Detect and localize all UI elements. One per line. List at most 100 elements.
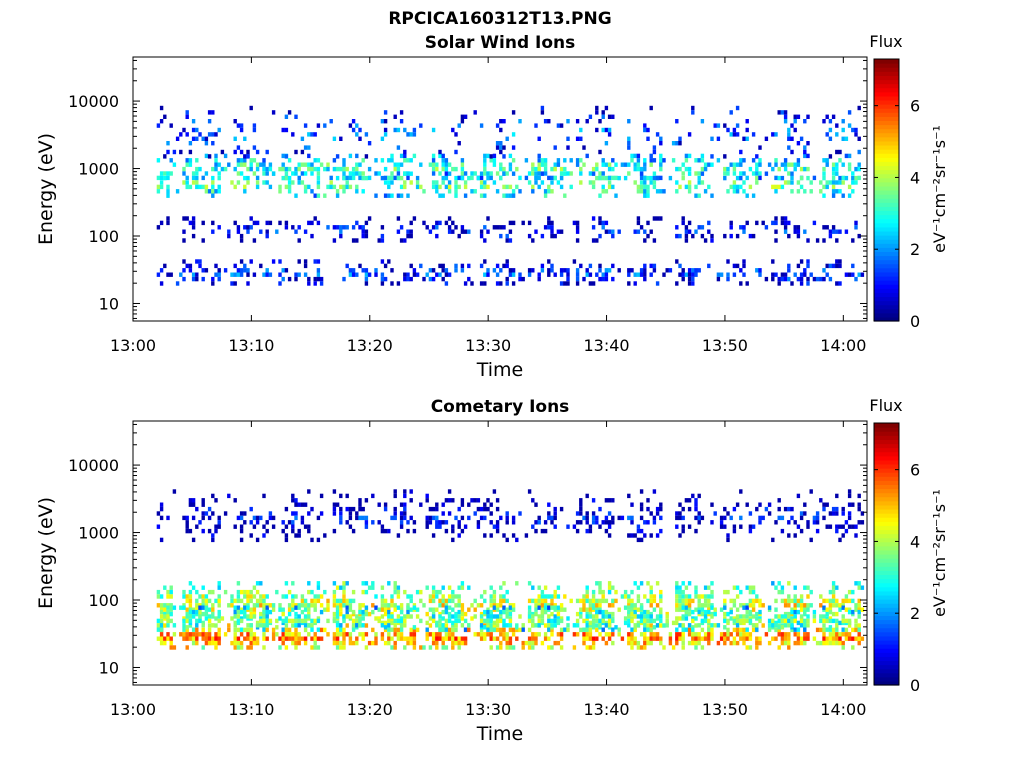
heatmap-cell [735, 627, 740, 633]
heatmap-cell [185, 263, 189, 269]
heatmap-cell [243, 189, 247, 194]
heatmap-cell [825, 180, 829, 185]
heatmap-cell [828, 607, 833, 612]
heatmap-cell [246, 268, 250, 273]
heatmap-cell [630, 627, 634, 632]
heatmap-cell [249, 594, 253, 599]
heatmap-cell [492, 594, 497, 599]
heatmap-cell [710, 136, 714, 141]
heatmap-cell [681, 627, 685, 632]
heatmap-cell [233, 614, 237, 619]
heatmap-cell [601, 225, 605, 230]
heatmap-cell [508, 603, 513, 608]
heatmap-cell [639, 614, 644, 619]
heatmap-cell [447, 598, 452, 604]
heatmap-cell [476, 520, 481, 525]
heatmap-cell [428, 515, 433, 521]
heatmap-cell [175, 189, 180, 194]
heatmap-cell [831, 162, 836, 167]
heatmap-cell [166, 614, 170, 619]
heatmap-cell [726, 537, 730, 543]
heatmap-cell [508, 618, 513, 624]
heatmap-cell [195, 524, 199, 529]
heatmap-cell [745, 136, 749, 141]
heatmap-cell [803, 632, 807, 637]
heatmap-cell [217, 598, 221, 604]
heatmap-cell [822, 605, 826, 610]
heatmap-cell [828, 618, 833, 624]
heatmap-cell [351, 589, 356, 595]
heatmap-cell [643, 193, 647, 198]
heatmap-cell [806, 632, 810, 637]
colorbar-step [874, 247, 899, 252]
heatmap-cell [697, 225, 701, 230]
heatmap-cell [841, 193, 845, 198]
heatmap-cell [649, 263, 653, 269]
heatmap-cell [451, 614, 455, 619]
heatmap-cell [499, 233, 503, 239]
heatmap-cell [393, 511, 397, 516]
heatmap-cell [639, 175, 644, 181]
heatmap-cell [809, 180, 813, 185]
colorbar-step [874, 124, 899, 130]
heatmap-cell [383, 276, 388, 282]
heatmap-cell [739, 618, 743, 624]
heatmap-cell [780, 220, 785, 226]
heatmap-cell [169, 636, 173, 641]
heatmap-cell [217, 276, 221, 282]
heatmap-cell [284, 268, 289, 273]
heatmap-cell [217, 171, 221, 176]
heatmap-cell [265, 520, 269, 525]
heatmap-cell [393, 581, 397, 586]
heatmap-cell [748, 511, 753, 516]
heatmap-cell [204, 616, 209, 621]
heatmap-cell [217, 603, 221, 608]
heatmap-cell [582, 603, 586, 608]
heatmap-cell [297, 225, 301, 230]
heatmap-cell [780, 585, 785, 590]
heatmap-cell [531, 623, 535, 628]
heatmap-cell [636, 645, 641, 650]
heatmap-cell [835, 640, 839, 646]
heatmap-cell [307, 611, 311, 617]
heatmap-cell [195, 184, 199, 190]
heatmap-cell [166, 216, 170, 221]
heatmap-cell [614, 175, 618, 181]
heatmap-cell [377, 520, 381, 525]
colorbar-step [874, 644, 899, 649]
heatmap-cell [857, 506, 861, 512]
heatmap-cell [499, 603, 503, 608]
heatmap-cell [655, 175, 660, 181]
heatmap-cell [236, 598, 241, 604]
heatmap-cell [294, 645, 298, 650]
heatmap-cell [819, 498, 823, 503]
heatmap-cell [758, 520, 762, 525]
heatmap-cell [659, 175, 663, 181]
heatmap-cell [300, 598, 305, 604]
heatmap-cell [342, 627, 346, 633]
heatmap-cell [249, 259, 253, 264]
heatmap-cell [156, 524, 161, 529]
heatmap-cell [444, 520, 449, 525]
heatmap-cell [419, 184, 423, 190]
heatmap-cell [444, 184, 449, 190]
heatmap-cell [745, 614, 749, 619]
heatmap-cell [230, 594, 234, 599]
heatmap-cell [543, 225, 548, 230]
heatmap-cell [259, 581, 263, 586]
heatmap-cell [511, 607, 516, 612]
heatmap-cell [428, 229, 433, 234]
heatmap-cell [643, 175, 647, 181]
heatmap-cell [364, 605, 369, 610]
heatmap-cell [636, 220, 641, 226]
heatmap-cell [444, 162, 449, 167]
colorbar-step [874, 136, 899, 142]
heatmap-cell [393, 127, 397, 133]
heatmap-cell [495, 506, 500, 512]
heatmap-cell [188, 502, 193, 507]
heatmap-cell [812, 276, 817, 282]
heatmap-cell [431, 268, 436, 273]
heatmap-cell [700, 166, 705, 172]
heatmap-cell [566, 616, 570, 621]
heatmap-cell [857, 493, 861, 499]
